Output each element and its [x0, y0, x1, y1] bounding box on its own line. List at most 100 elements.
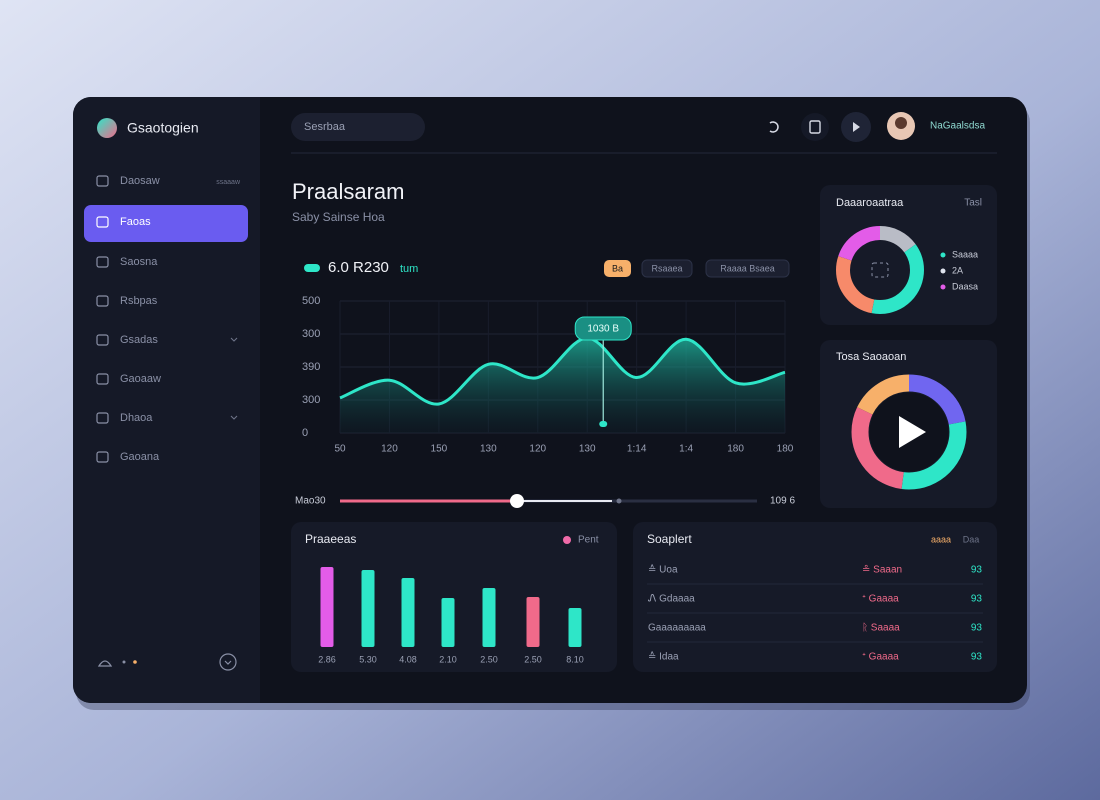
donut-segment — [851, 374, 967, 490]
nav-icon — [96, 451, 109, 463]
metric-unit: tum — [400, 263, 418, 275]
icon-button[interactable] — [801, 113, 829, 141]
dot — [122, 660, 126, 664]
nav-icon — [96, 216, 109, 228]
page-subtitle: Saby Sainse Hoa — [292, 210, 385, 224]
nav: Daosaw ssaaaw Faoas Saosna Rsbpas Gsadas Gaoaa… — [96, 175, 241, 463]
nav-active-bg — [84, 205, 248, 242]
slider-end: 109 6 — [770, 496, 795, 507]
nav-icon — [96, 175, 109, 187]
dot — [133, 660, 137, 664]
doc-icon — [809, 120, 821, 134]
donut-segment — [836, 226, 924, 314]
table-cell: 93 — [971, 623, 983, 634]
table-cell: ≙ Uoa — [648, 564, 678, 576]
slider-start: Mao30 — [295, 496, 326, 507]
filter-chip[interactable] — [641, 259, 693, 278]
filter-label: Rsaaea — [651, 263, 682, 273]
x-tick-label: 1:4 — [679, 444, 693, 455]
table-cell: Gaaaaaaaaa — [648, 623, 706, 634]
nav-chevron — [230, 415, 238, 420]
play-icon — [853, 122, 860, 132]
x-tick-label: 8.10 — [566, 654, 584, 664]
table-cell: ᐩ Gaaaa — [862, 594, 899, 605]
collapse-button[interactable] — [219, 653, 237, 671]
bar — [401, 578, 415, 647]
x-tick-label: 4.08 — [399, 654, 417, 664]
slider-handle[interactable] — [510, 494, 524, 508]
annotation-dot — [599, 421, 608, 427]
search-placeholder: Sesrbaa — [304, 121, 346, 133]
legend-dot — [940, 268, 946, 274]
table-cell: 93 — [971, 652, 983, 663]
x-tick-label: 180 — [777, 444, 794, 455]
center-icon — [871, 262, 889, 278]
filter-chip[interactable] — [604, 260, 631, 277]
nav-label: Dhaoa — [120, 412, 153, 424]
nav-label: Gsadas — [120, 334, 158, 346]
legend-label: Daasa — [952, 281, 978, 291]
table-cell: Ꮑ Gdaaaa — [648, 594, 695, 605]
table-cell: ᚱ Saaaa — [862, 623, 900, 634]
table-chip: aaaa — [931, 534, 951, 544]
nav-icon — [96, 373, 109, 385]
bar — [361, 570, 375, 647]
metric-pill — [304, 264, 320, 272]
donut-segment — [836, 226, 924, 314]
nav-label: Rsbpas — [120, 295, 158, 307]
x-tick-label: 50 — [334, 444, 346, 455]
bar — [320, 567, 334, 647]
table-cell: 93 — [971, 594, 983, 605]
x-tick-label: 120 — [529, 444, 546, 455]
bar — [441, 598, 455, 647]
donut-segment — [851, 374, 967, 490]
nav-icon — [96, 295, 109, 307]
annotation-bubble — [574, 316, 632, 341]
y-tick-label: 300 — [302, 394, 320, 406]
x-tick-label: 130 — [480, 444, 497, 455]
bar — [482, 588, 496, 647]
y-tick-label: 0 — [302, 427, 308, 439]
nav-label: Faoas — [120, 216, 151, 228]
y-tick-label: 500 — [302, 295, 320, 307]
table-panel — [633, 522, 997, 672]
filter-chip[interactable] — [705, 259, 790, 278]
avatar-face — [895, 117, 907, 129]
panel-title: Tosa Saoaoan — [836, 351, 906, 363]
nav-badge: ssaaaw — [216, 179, 241, 186]
refresh-icon[interactable] — [769, 121, 779, 133]
chevron — [224, 660, 232, 665]
user-name: NaGaalsdsa — [930, 121, 985, 132]
x-tick-label: 1:14 — [627, 444, 647, 455]
x-tick-label: 2.50 — [524, 654, 542, 664]
nav-icon — [96, 412, 109, 424]
donut-segment — [836, 226, 924, 314]
legend-label: Saaaa — [952, 249, 978, 259]
sidebar — [73, 97, 260, 703]
y-tick-label: 390 — [302, 361, 320, 373]
panel-title: Soaplert — [647, 532, 692, 546]
bar — [568, 608, 582, 647]
settings-icon[interactable] — [97, 660, 113, 667]
legend-dot — [940, 284, 946, 290]
x-tick-label: 120 — [381, 444, 398, 455]
table-cell: ᐩ Gaaaa — [862, 652, 899, 663]
search-box[interactable] — [291, 113, 425, 141]
legend-dot — [940, 252, 946, 258]
nav-label: Gaoaaw — [120, 373, 161, 385]
x-tick-label: 150 — [431, 444, 448, 455]
filter-label: Raaaa Bsaea — [720, 263, 775, 273]
panel-action: Tasl — [964, 198, 982, 209]
x-tick-label: 130 — [579, 444, 596, 455]
play-icon[interactable] — [899, 416, 926, 448]
page-title: Praalsaram — [292, 179, 404, 204]
bar — [526, 597, 540, 647]
nav-chevron — [230, 337, 238, 342]
area — [340, 337, 785, 433]
filter-label: Ba — [612, 263, 623, 273]
x-tick-label: 2.10 — [439, 654, 457, 664]
slider-marker — [616, 498, 622, 504]
table-chip: Daa — [963, 534, 980, 544]
